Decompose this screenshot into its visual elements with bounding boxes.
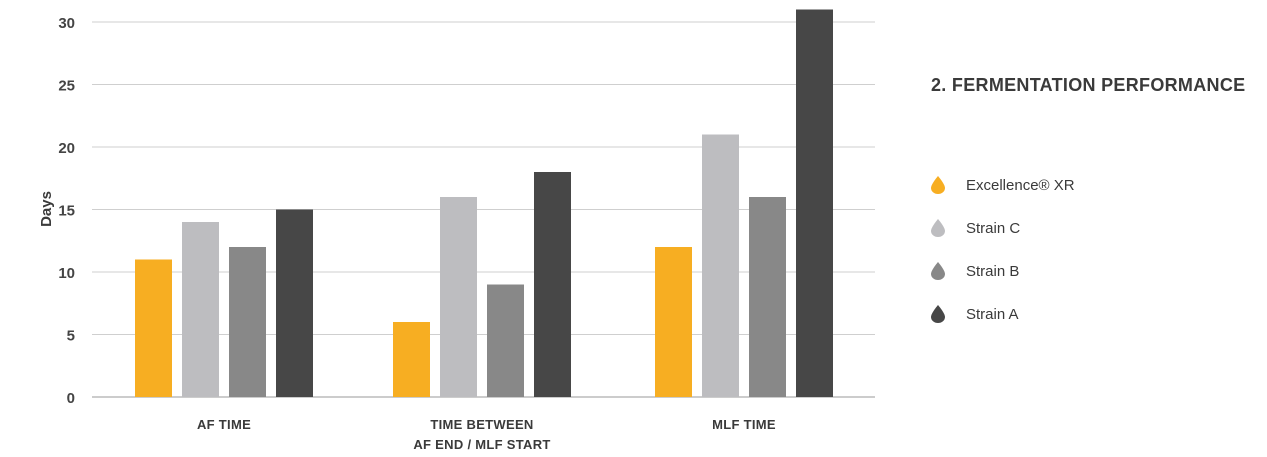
x-category-label: MLF TIME [712, 417, 776, 432]
y-tick-label: 0 [67, 390, 75, 407]
bar [487, 284, 524, 397]
chart-title: 2. FERMENTATION PERFORMANCE [931, 75, 1246, 95]
drop-icon [931, 176, 945, 194]
legend-item: Excellence® XR [931, 174, 1075, 196]
bar [276, 209, 313, 397]
x-axis-categories: AF TIME TIME BETWEEN AF END / MLF START MLF… [197, 417, 776, 452]
legend-item: Strain C [931, 217, 1075, 239]
bar [182, 222, 219, 397]
bar [135, 259, 172, 397]
drop-icon [931, 262, 945, 280]
legend-item: Strain B [931, 260, 1075, 282]
legend-label: Excellence® XR [966, 176, 1075, 194]
bar [796, 9, 833, 397]
bar [229, 247, 266, 397]
y-tick-label: 15 [58, 203, 75, 220]
bar [655, 247, 692, 397]
gridlines [92, 21, 875, 398]
bar [393, 322, 430, 397]
legend-label: Strain A [966, 305, 1019, 323]
y-tick-label: 10 [58, 265, 75, 282]
x-category-label: AF END / MLF START [413, 437, 550, 452]
bar [702, 134, 739, 397]
bars [135, 9, 833, 397]
bar [534, 172, 571, 397]
y-tick-label: 25 [58, 78, 75, 95]
y-axis-ticks: 0 5 10 15 20 25 30 [58, 15, 75, 407]
y-tick-label: 20 [58, 140, 75, 157]
bar [440, 197, 477, 397]
legend: Excellence® XR Strain C Strain B Strain A [931, 174, 1075, 346]
bar [749, 197, 786, 397]
y-tick-label: 30 [58, 15, 75, 32]
legend-label: Strain B [966, 262, 1020, 280]
drop-icon [931, 305, 945, 323]
legend-label: Strain C [966, 219, 1021, 237]
y-axis-label: Days [38, 191, 55, 227]
drop-icon [931, 219, 945, 237]
x-category-label: AF TIME [197, 417, 251, 432]
x-category-label: TIME BETWEEN [430, 417, 533, 432]
legend-item: Strain A [931, 303, 1075, 325]
y-tick-label: 5 [67, 328, 75, 345]
